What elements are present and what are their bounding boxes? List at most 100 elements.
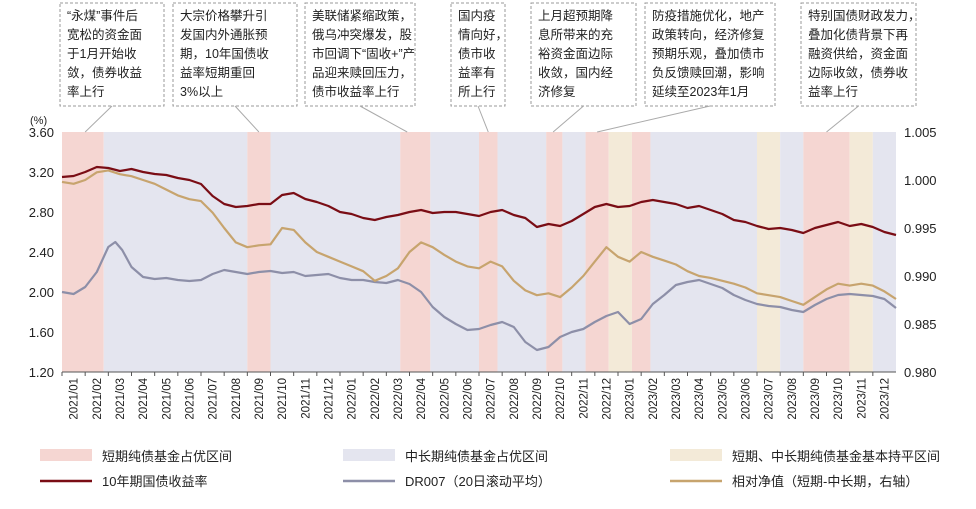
annotation-line: 期，10年国债收 — [180, 47, 269, 61]
left-tick-label: 2.40 — [29, 245, 54, 260]
right-tick-label: 0.990 — [904, 269, 937, 284]
annotation-text: “永煤”事件后宽松的资金面于1月开始收敛，债券收益率上行 — [67, 9, 142, 99]
annotation-box — [304, 2, 416, 107]
annotation-line: 于1月开始收 — [67, 47, 137, 61]
legend-item-long_band: 中长期纯债基金占优区间 — [343, 449, 548, 464]
x-tick-label: 2023/06 — [740, 378, 752, 420]
annotation-line: 益率有 — [458, 65, 496, 80]
series-line-1 — [61, 240, 897, 352]
x-tick-label: 2022/12 — [601, 378, 613, 420]
annotation-line: 政策转向，经济修复 — [652, 27, 765, 42]
x-tick-label: 2021/06 — [184, 378, 196, 420]
legend-item-nav: 相对净值（短期-中长期，右轴） — [670, 474, 918, 489]
right-tick-label: 0.980 — [904, 365, 937, 380]
annotation-line: 负反馈赎回潮，影响 — [652, 65, 765, 80]
annotation-4: 国内疫情向好， 债市收益率有所上行 — [450, 2, 508, 133]
x-tick-label: 2021/11 — [300, 378, 312, 419]
left-tick-label: 3.20 — [29, 165, 54, 180]
annotation-5: 上月超预期降息所带来的充裕资金面边际收敛，国内经济修复 — [530, 2, 637, 133]
right-tick-label: 0.985 — [904, 317, 937, 332]
x-tick-label: 2021/03 — [115, 378, 127, 420]
x-tick-label: 2022/06 — [462, 378, 474, 420]
x-tick-label: 2021/08 — [231, 378, 243, 420]
annotation-layer: “永煤”事件后宽松的资金面于1月开始收敛，债券收益率上行大宗价格攀升引发国内外通… — [59, 2, 921, 133]
annotation-6: 防疫措施优化，地产政策转向，经济修复预期乐观，叠加债市负反馈赎回潮，影响延续至2… — [597, 2, 776, 133]
x-tick-label: 2022/02 — [370, 378, 382, 420]
annotation-line: 益率上行 — [808, 84, 858, 99]
annotation-connector — [597, 105, 711, 133]
x-tick-label: 2023/08 — [787, 378, 799, 420]
annotation-connector — [84, 105, 113, 133]
legend-label: 短期纯债基金占优区间 — [102, 449, 232, 464]
legend-label: 相对净值（短期-中长期，右轴） — [732, 474, 918, 489]
x-tick-label: 2021/01 — [69, 378, 81, 420]
legend-item-yield: 10年期国债收益率 — [40, 474, 207, 489]
annotation-line: 情向好， — [458, 27, 508, 42]
legend-item-neutral_band: 短期、中长期纯债基金基本持平区间 — [670, 449, 940, 464]
annotation-line: 息所带来的充 — [538, 27, 613, 42]
annotation-text: 大宗价格攀升引发国内外通胀预期，10年国债收益率短期重回 3%以上 — [180, 8, 269, 99]
right-tick-label: 0.995 — [904, 221, 937, 236]
annotation-line: 市回调下“固收+”产 — [312, 46, 415, 61]
x-tick-label: 2021/10 — [277, 378, 289, 420]
left-tick-label: 1.60 — [29, 325, 54, 340]
legend-label: 短期、中长期纯债基金基本持平区间 — [732, 449, 940, 464]
neutral-band — [849, 132, 873, 372]
annotation-line: 俄乌冲突爆发，股 — [312, 27, 413, 42]
annotation-line: 防疫措施优化，地产 — [652, 8, 765, 23]
neutral-band — [608, 132, 632, 372]
annotation-line: 裕资金面边际 — [538, 46, 613, 61]
x-tick-label: 2023/12 — [879, 378, 891, 420]
legend-swatch — [343, 449, 395, 461]
band-layer — [62, 132, 896, 372]
legend: 短期纯债基金占优区间 中长期纯债基金占优区间 短期、中长期纯债基金基本持平区间 10年… — [40, 449, 940, 489]
x-tick-label: 2021/09 — [254, 378, 266, 420]
x-tick-label: 2022/10 — [555, 378, 567, 420]
annotation-line: 国内疫 — [458, 8, 496, 23]
long-band — [650, 132, 757, 372]
annotation-line: 敛，债券收益 — [67, 65, 142, 80]
axes-layer: 1.20 1.60 2.00 2.40 2.80 3.20 3.60(%) 0.980 0.98… — [29, 115, 937, 420]
x-tick-label: 2023/10 — [833, 378, 845, 420]
x-tick-label: 2021/05 — [161, 378, 173, 420]
annotation-line: 品迎来赎回压力， — [312, 66, 412, 80]
annotation-connector — [552, 105, 584, 133]
x-tick-label: 2022/09 — [532, 378, 544, 420]
left-tick-label: 2.00 — [29, 285, 54, 300]
annotation-line: 延续至2023年1月 — [652, 85, 749, 99]
annotation-line: 大宗价格攀升引 — [180, 8, 268, 23]
annotation-text: 国内疫情向好， 债市收益率有所上行 — [458, 8, 508, 99]
annotation-line: 济修复 — [538, 84, 576, 99]
x-tick-label: 2022/01 — [347, 378, 359, 420]
annotation-line: 叠加化债背景下再 — [808, 28, 909, 42]
annotation-line: 益率短期重回 — [180, 65, 255, 80]
legend-item-dr007: DR007（20日滚动平均） — [343, 474, 551, 489]
x-tick-label: 2022/03 — [393, 378, 405, 420]
short-band — [479, 132, 498, 372]
annotation-line: 美联储紧缩政策， — [312, 8, 412, 23]
series-line-0 — [61, 165, 897, 237]
right-tick-label: 1.000 — [904, 173, 937, 188]
annotation-line: 上月超预期降 — [538, 8, 614, 23]
x-tick-label: 2022/11 — [578, 378, 590, 419]
legend-swatch — [670, 449, 722, 461]
left-tick-label: 2.80 — [29, 205, 54, 220]
annotation-text: 防疫措施优化，地产政策转向，经济修复预期乐观，叠加债市负反馈赎回潮，影响延续至2… — [652, 8, 765, 99]
annotation-box — [450, 2, 506, 107]
series-line-2 — [61, 169, 897, 306]
annotation-line: 宽松的资金面 — [67, 27, 142, 42]
annotation-connector — [359, 105, 408, 133]
x-tick-label: 2021/02 — [92, 378, 104, 420]
annotation-7: 特别国债财政发力， 叠加化债背景下再融资供给，资金面边际收敛，债券收益率上行 — [800, 2, 921, 133]
annotation-line: 率上行 — [67, 84, 105, 99]
left-tick-label: 1.20 — [29, 365, 54, 380]
annotation-box — [644, 2, 776, 107]
series-layer — [61, 165, 897, 352]
long-band — [430, 132, 479, 372]
x-tick-label: 2023/01 — [625, 378, 637, 420]
x-tick-label: 2023/03 — [671, 378, 683, 420]
annotation-line: 融资供给，资金面 — [808, 46, 908, 61]
x-tick-label: 2023/07 — [764, 378, 776, 420]
